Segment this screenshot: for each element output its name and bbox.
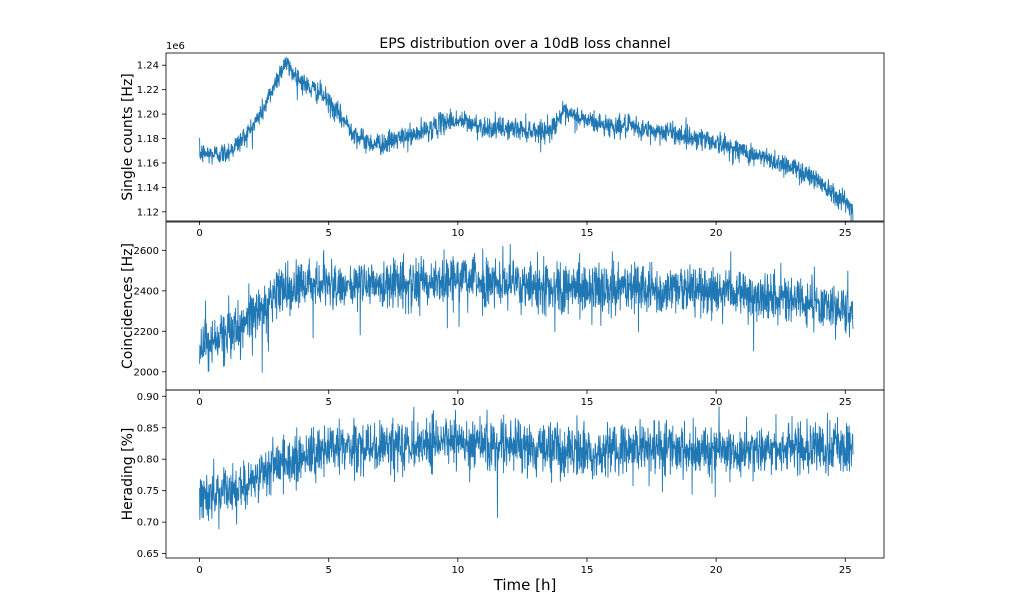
y-axis-label-coincidences: Coincidences [Hz] (120, 243, 136, 369)
x-tick-label-herading: 0 (196, 565, 202, 576)
x-tick-label-coincidences: 5 (326, 397, 332, 408)
y-tick-label-single-counts: 1.14 (137, 183, 159, 194)
x-tick-label-single-counts: 15 (581, 228, 594, 239)
y-axis-label-single-counts: Single counts [Hz] (120, 73, 136, 201)
x-tick-label-single-counts: 25 (839, 228, 852, 239)
x-tick-label-coincidences: 0 (196, 397, 202, 408)
y-tick-label-coincidences: 2000 (134, 367, 159, 378)
y-tick-label-coincidences: 2200 (134, 327, 159, 338)
y-tick-label-coincidences: 2400 (134, 286, 159, 297)
x-tick-label-coincidences: 20 (710, 397, 723, 408)
panel-herading: 0 5 10 15 20 25 0.65 0.70 0.75 0.80 0.85 0.90 Heradi… (120, 389, 885, 576)
y-tick-label-coincidences: 2600 (134, 246, 159, 257)
x-tick-label-coincidences: 25 (839, 397, 852, 408)
chart-title: EPS distribution over a 10dB loss channe… (379, 36, 670, 52)
y-tick-label-herading: 0.65 (137, 549, 159, 560)
y-tick-label-herading: 0.75 (137, 486, 159, 497)
axes-frame-single-counts (165, 52, 885, 222)
x-tick-label-herading: 5 (326, 565, 332, 576)
x-tick-label-single-counts: 0 (196, 228, 202, 239)
y-tick-label-single-counts: 1.22 (137, 85, 159, 96)
x-tick-label-coincidences: 15 (581, 397, 594, 408)
y-tick-label-single-counts: 1.20 (137, 110, 159, 121)
x-tick-label-herading: 10 (451, 565, 464, 576)
x-tick-label-single-counts: 5 (326, 228, 332, 239)
x-tick-label-single-counts: 20 (710, 228, 723, 239)
y-tick-label-herading: 0.70 (137, 518, 159, 529)
y-tick-label-single-counts: 1.16 (137, 158, 159, 169)
y-tick-label-single-counts: 1.12 (137, 207, 159, 218)
x-tick-label-herading: 25 (839, 565, 852, 576)
y-tick-label-herading: 0.90 (137, 392, 159, 403)
x-tick-label-coincidences: 10 (451, 397, 464, 408)
y-offset-text-single-counts: 1e6 (166, 41, 185, 52)
series-line-coincidences (199, 243, 854, 373)
y-tick-label-single-counts: 1.18 (137, 134, 159, 145)
axes-frame-herading (165, 389, 885, 559)
y-axis-label-herading: Herading [%] (120, 428, 136, 521)
panel-single-counts: 0 5 10 15 20 25 1.12 1.14 1.16 1.18 1.20 1.22 1.24Si… (120, 41, 885, 239)
x-tick-label-herading: 15 (581, 565, 594, 576)
x-axis-label: Time [h] (493, 576, 557, 594)
series-line-herading (199, 406, 854, 530)
y-tick-label-single-counts: 1.24 (137, 61, 159, 72)
x-tick-label-single-counts: 10 (451, 228, 464, 239)
y-tick-label-herading: 0.85 (137, 423, 159, 434)
y-tick-label-herading: 0.80 (137, 455, 159, 466)
series-line-single-counts (199, 56, 854, 221)
x-tick-label-herading: 20 (710, 565, 723, 576)
